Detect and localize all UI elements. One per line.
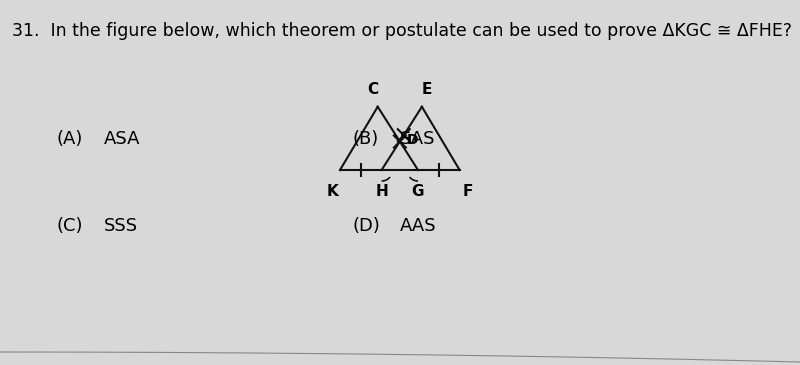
Text: (B): (B): [352, 130, 378, 148]
Text: SSS: SSS: [104, 217, 138, 235]
Text: K: K: [326, 184, 338, 199]
Text: C: C: [367, 82, 378, 97]
Text: (A): (A): [56, 130, 82, 148]
Text: 31.  In the figure below, which theorem or postulate can be used to prove ΔKGC ≅: 31. In the figure below, which theorem o…: [12, 22, 792, 40]
Text: SAS: SAS: [400, 130, 435, 148]
Text: (D): (D): [352, 217, 380, 235]
Text: H: H: [375, 184, 388, 199]
Text: AAS: AAS: [400, 217, 437, 235]
Text: G: G: [412, 184, 424, 199]
Text: D: D: [407, 133, 418, 147]
Text: E: E: [422, 82, 432, 97]
Text: F: F: [462, 184, 473, 199]
Text: ASA: ASA: [104, 130, 141, 148]
Text: (C): (C): [56, 217, 82, 235]
